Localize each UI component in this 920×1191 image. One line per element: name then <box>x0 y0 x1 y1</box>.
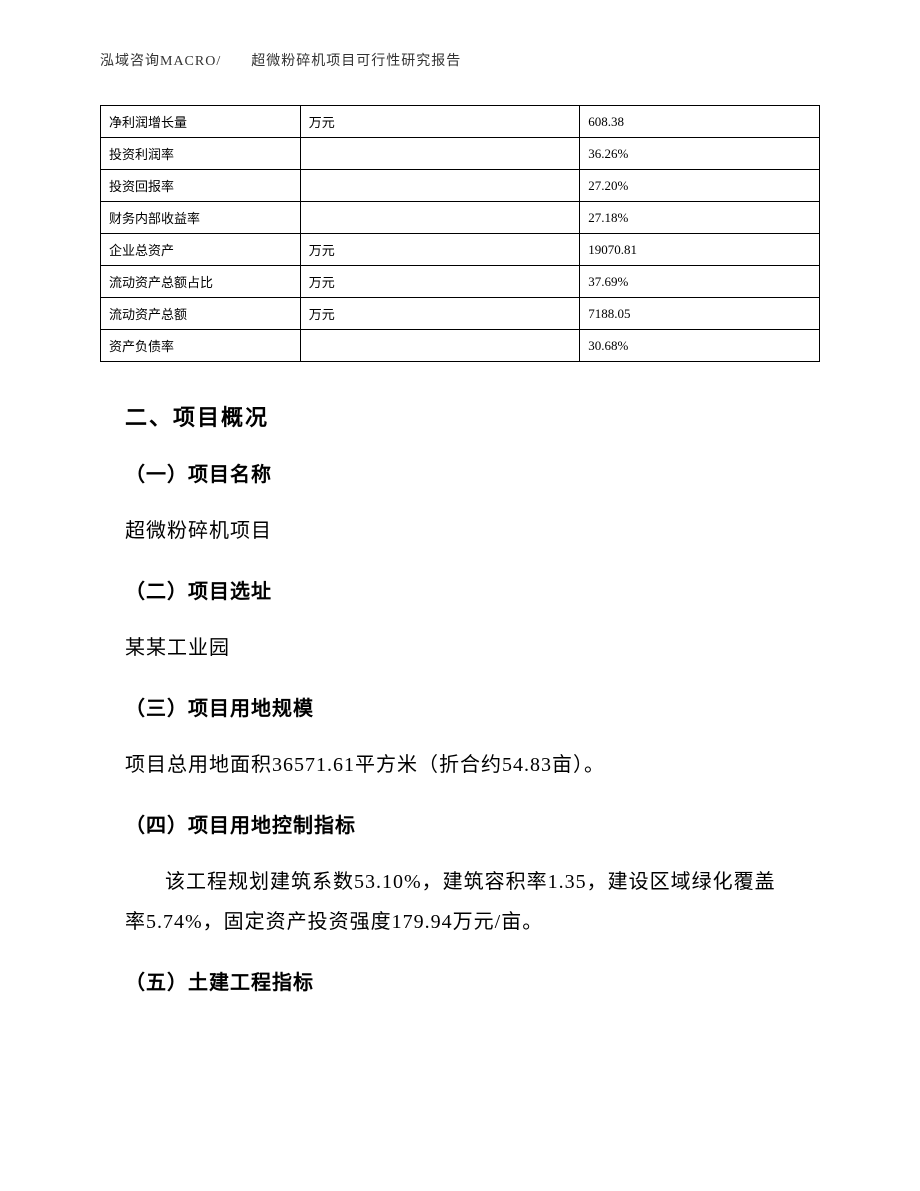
row-value: 36.26% <box>580 138 820 170</box>
row-value: 27.18% <box>580 202 820 234</box>
row-unit: 万元 <box>300 266 580 298</box>
row-label: 财务内部收益率 <box>101 202 301 234</box>
subsection-title-5: （五）土建工程指标 <box>125 966 795 995</box>
document-content: 二、项目概况 （一）项目名称 超微粉碎机项目 （二）项目选址 某某工业园 （三）… <box>125 400 795 1019</box>
subsection-title-1: （一）项目名称 <box>125 458 795 487</box>
body-text-4: 该工程规划建筑系数53.10%，建筑容积率1.35，建设区域绿化覆盖率5.74%… <box>125 862 795 942</box>
row-label: 资产负债率 <box>101 330 301 362</box>
row-unit <box>300 202 580 234</box>
table-row: 财务内部收益率 27.18% <box>101 202 820 234</box>
table-row: 投资利润率 36.26% <box>101 138 820 170</box>
body-text-2: 某某工业园 <box>125 628 795 668</box>
subsection-title-2: （二）项目选址 <box>125 575 795 604</box>
row-label: 投资利润率 <box>101 138 301 170</box>
row-value: 7188.05 <box>580 298 820 330</box>
row-unit <box>300 170 580 202</box>
row-label: 投资回报率 <box>101 170 301 202</box>
section-title: 二、项目概况 <box>125 400 795 432</box>
row-unit: 万元 <box>300 298 580 330</box>
row-value: 30.68% <box>580 330 820 362</box>
row-value: 27.20% <box>580 170 820 202</box>
subsection-title-4: （四）项目用地控制指标 <box>125 809 795 838</box>
table-row: 投资回报率 27.20% <box>101 170 820 202</box>
subsection-title-3: （三）项目用地规模 <box>125 692 795 721</box>
table-row: 流动资产总额 万元 7188.05 <box>101 298 820 330</box>
body-text-3: 项目总用地面积36571.61平方米（折合约54.83亩）。 <box>125 745 795 785</box>
body-text-1: 超微粉碎机项目 <box>125 511 795 551</box>
row-label: 企业总资产 <box>101 234 301 266</box>
row-unit <box>300 138 580 170</box>
row-unit: 万元 <box>300 106 580 138</box>
financial-data-table: 净利润增长量 万元 608.38 投资利润率 36.26% 投资回报率 27.2… <box>100 105 820 362</box>
row-value: 608.38 <box>580 106 820 138</box>
row-label: 流动资产总额占比 <box>101 266 301 298</box>
row-unit <box>300 330 580 362</box>
row-label: 流动资产总额 <box>101 298 301 330</box>
row-value: 37.69% <box>580 266 820 298</box>
row-unit: 万元 <box>300 234 580 266</box>
table-row: 资产负债率 30.68% <box>101 330 820 362</box>
table-row: 净利润增长量 万元 608.38 <box>101 106 820 138</box>
header-text: 泓域咨询MACRO/ 超微粉碎机项目可行性研究报告 <box>100 54 461 69</box>
row-label: 净利润增长量 <box>101 106 301 138</box>
table-row: 企业总资产 万元 19070.81 <box>101 234 820 266</box>
page-header: 泓域咨询MACRO/ 超微粉碎机项目可行性研究报告 <box>100 50 461 70</box>
table-row: 流动资产总额占比 万元 37.69% <box>101 266 820 298</box>
row-value: 19070.81 <box>580 234 820 266</box>
